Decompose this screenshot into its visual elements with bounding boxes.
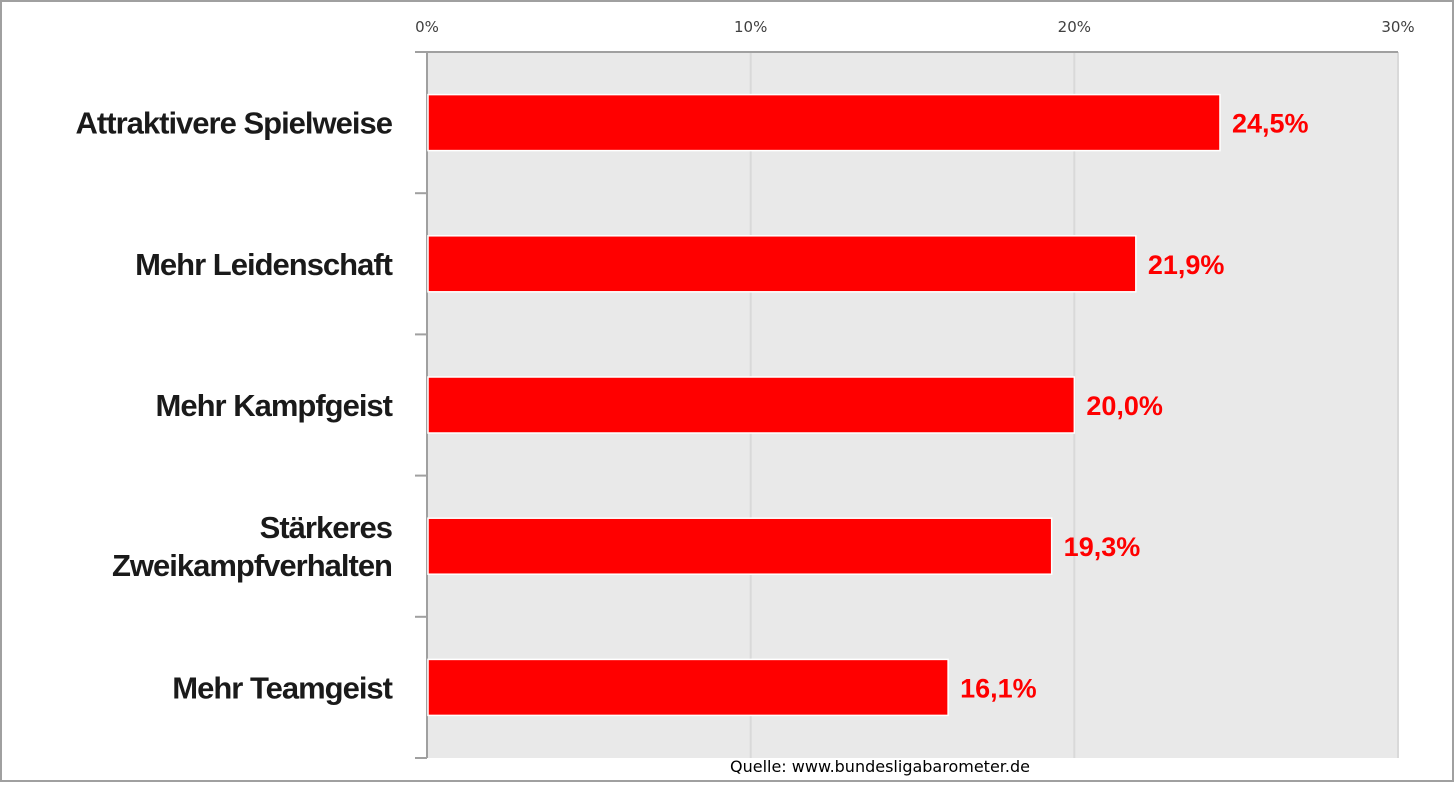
category-label: Stärkeres	[260, 510, 392, 545]
bar	[427, 93, 1221, 152]
data-label: 21,9%	[1148, 250, 1225, 280]
x-tick-label: 0%	[415, 18, 439, 36]
x-tick-label: 30%	[1381, 18, 1414, 36]
category-label: Attraktivere Spielweise	[76, 106, 393, 141]
data-label: 19,3%	[1064, 532, 1141, 562]
bar	[427, 658, 949, 717]
category-label: Zweikampfverhalten	[112, 548, 392, 583]
bar	[427, 517, 1053, 575]
x-tick-label: 20%	[1058, 18, 1091, 36]
category-label: Mehr Leidenschaft	[135, 247, 393, 282]
data-label: 24,5%	[1232, 109, 1309, 139]
x-tick-label: 10%	[734, 18, 767, 36]
source-note: Quelle: www.bundesligabarometer.de	[730, 757, 1030, 776]
category-label: Mehr Kampfgeist	[156, 388, 393, 423]
bar	[427, 376, 1076, 434]
category-label: Mehr Teamgeist	[172, 670, 392, 705]
data-label: 20,0%	[1086, 391, 1163, 421]
data-label: 16,1%	[960, 673, 1037, 703]
bar	[427, 235, 1137, 293]
